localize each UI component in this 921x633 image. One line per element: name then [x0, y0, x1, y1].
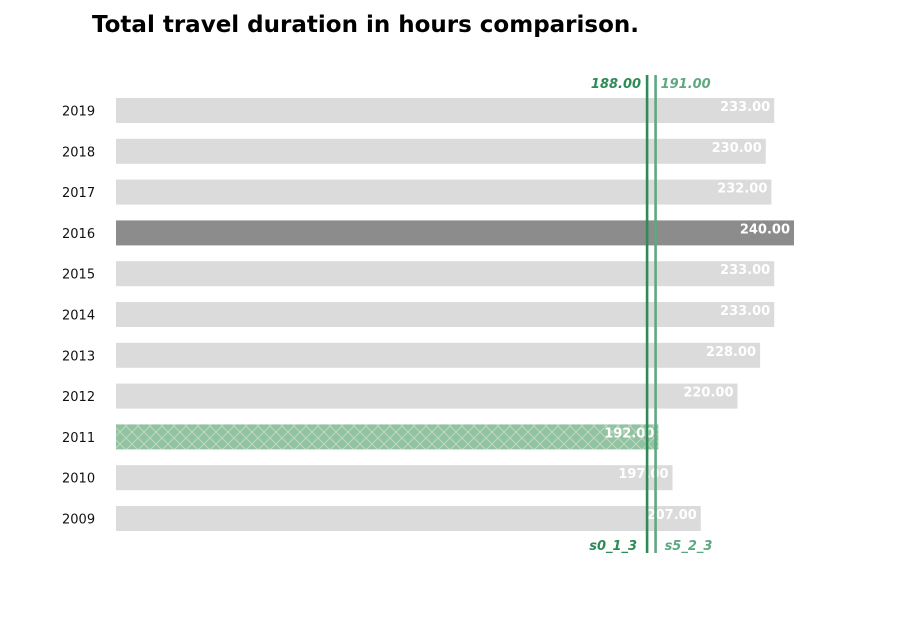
- value-label: 233.00: [720, 304, 770, 319]
- reference-value-label: 191.00: [661, 77, 711, 92]
- bar-2012: [116, 383, 738, 409]
- y-tick-label: 2011: [62, 431, 95, 446]
- bar-2015: [116, 261, 775, 287]
- value-label: 232.00: [717, 182, 767, 197]
- y-axis-ticks: 2019 2018 2017 2016 2015 2014 2013 2012 2011 2010…: [62, 105, 95, 528]
- reference-lines: 188.00 s0_1_3 191.00 s5_2_3: [589, 75, 712, 554]
- bar-2019: [116, 98, 775, 123]
- bar-2010: [116, 465, 673, 491]
- value-label: 233.00: [720, 263, 770, 278]
- value-label: 220.00: [683, 386, 733, 401]
- bar-2017: [116, 179, 772, 205]
- y-tick-label: 2015: [62, 268, 95, 283]
- bar-2009: [116, 506, 701, 531]
- value-label: 207.00: [647, 508, 697, 523]
- value-labels: 233.00 230.00 232.00 240.00 233.00 233.00 228.…: [604, 100, 790, 523]
- value-label: 240.00: [740, 222, 790, 237]
- reference-name-label: s5_2_3: [665, 539, 713, 554]
- chart-title: Total travel duration in hours compariso…: [92, 12, 639, 38]
- reference-value-label: 188.00: [591, 77, 641, 92]
- y-tick-label: 2018: [62, 145, 95, 160]
- y-tick-label: 2016: [62, 227, 95, 242]
- value-label: 197.00: [618, 467, 668, 482]
- bar-hatch-2011: [116, 424, 659, 450]
- y-tick-label: 2009: [62, 513, 95, 528]
- value-label: 192.00: [604, 426, 654, 441]
- y-tick-label: 2014: [62, 309, 95, 324]
- y-tick-label: 2013: [62, 349, 95, 364]
- bar-2013: [116, 342, 761, 368]
- y-tick-label: 2019: [62, 105, 95, 120]
- y-tick-label: 2017: [62, 186, 95, 201]
- reference-name-label: s0_1_3: [589, 539, 637, 554]
- bars-layer: [116, 98, 794, 531]
- value-label: 228.00: [706, 345, 756, 360]
- y-tick-label: 2010: [62, 472, 95, 487]
- bar-2014: [116, 302, 775, 327]
- value-label: 230.00: [712, 141, 762, 156]
- value-label: 233.00: [720, 100, 770, 115]
- bar-2016: [116, 220, 794, 246]
- bar-2018: [116, 138, 766, 164]
- y-tick-label: 2012: [62, 390, 95, 405]
